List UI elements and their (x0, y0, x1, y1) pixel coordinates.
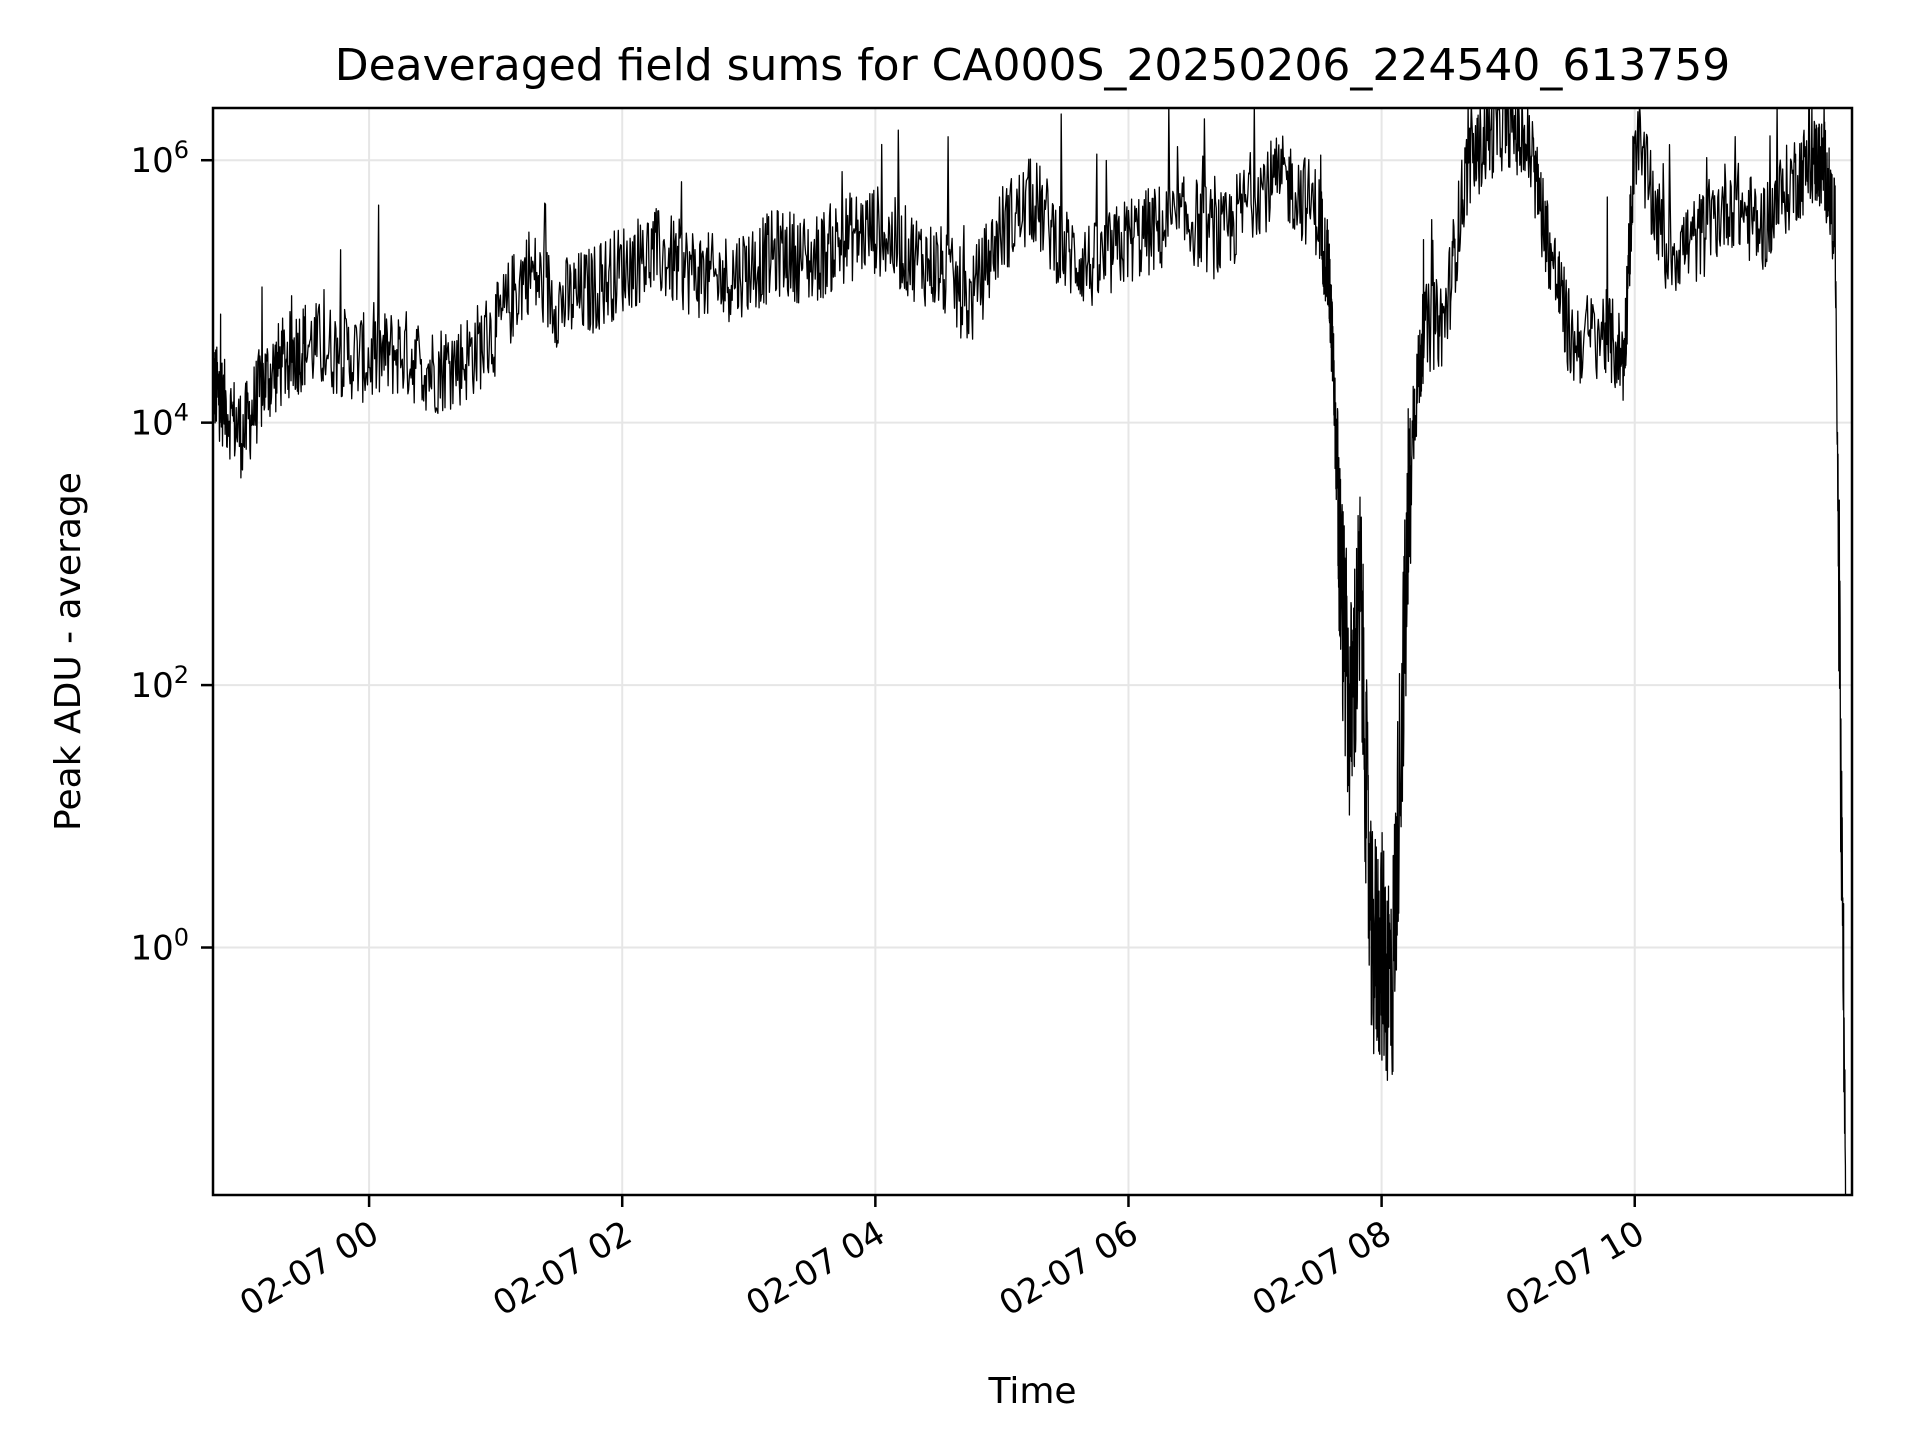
y-axis: 100 102 104 106 (130, 136, 213, 969)
plot-frame (211, 106, 1854, 1197)
grid (213, 108, 1852, 1195)
series-line (213, 108, 1847, 1195)
y-tick-label: 106 (130, 136, 189, 181)
y-tick-label: 100 (130, 924, 189, 969)
series-line-group (213, 108, 1847, 1195)
x-tick-label: 02-07 06 (993, 1213, 1145, 1324)
y-tick-label: 102 (130, 661, 189, 706)
x-tick-label: 02-07 02 (486, 1213, 638, 1324)
x-tick-label: 02-07 08 (1246, 1213, 1398, 1324)
x-tick-label: 02-07 10 (1499, 1213, 1651, 1324)
y-axis-label: Peak ADU - average (48, 472, 89, 831)
x-tick-label: 02-07 04 (739, 1213, 891, 1324)
x-axis-label: Time (987, 1371, 1076, 1412)
chart-title: Deaveraged field sums for CA000S_2025020… (335, 40, 1731, 91)
y-tick-label: 104 (130, 399, 189, 444)
x-tick-label: 02-07 00 (233, 1213, 385, 1324)
x-axis: 02-07 00 02-07 02 02-07 04 02-07 06 02-07 08… (233, 1195, 1651, 1324)
